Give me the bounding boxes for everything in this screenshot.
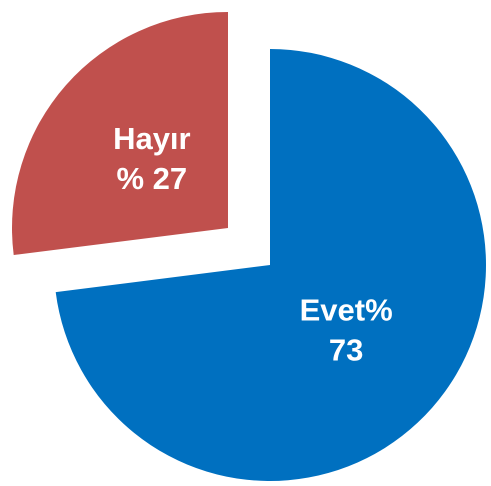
slice-value-label: 73 [329,332,363,367]
slice-label: Evet% [300,292,393,327]
pie-slice [11,11,228,256]
slice-value-label: % 27 [117,161,188,196]
slice-label: Hayır [113,121,191,156]
pie-slice [55,49,487,482]
